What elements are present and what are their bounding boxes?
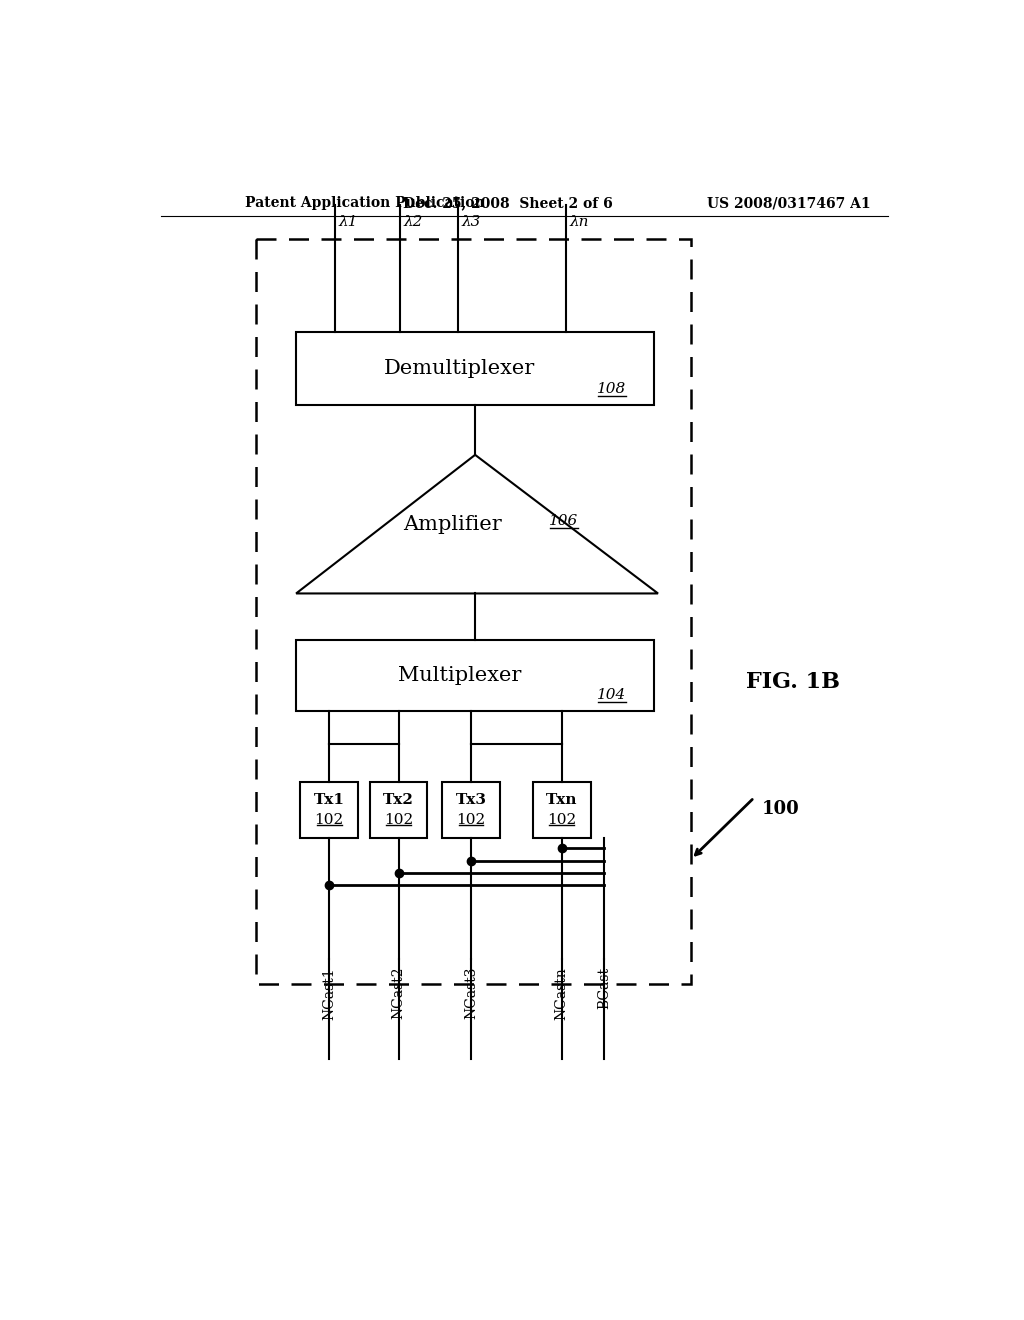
Text: Tx3: Tx3 bbox=[456, 793, 486, 808]
Text: US 2008/0317467 A1: US 2008/0317467 A1 bbox=[708, 197, 870, 210]
Text: Dec. 25, 2008  Sheet 2 of 6: Dec. 25, 2008 Sheet 2 of 6 bbox=[403, 197, 612, 210]
Text: Multiplexer: Multiplexer bbox=[398, 667, 521, 685]
Text: 102: 102 bbox=[384, 813, 413, 826]
Bar bbox=[296, 640, 654, 711]
Polygon shape bbox=[296, 455, 658, 594]
Bar bbox=[370, 781, 427, 838]
Text: Tx1: Tx1 bbox=[313, 793, 345, 808]
Bar bbox=[296, 331, 654, 405]
Bar bbox=[300, 781, 358, 838]
Text: NCast2: NCast2 bbox=[391, 966, 406, 1019]
Text: Tx2: Tx2 bbox=[383, 793, 414, 808]
Bar bbox=[442, 781, 500, 838]
Text: Amplifier: Amplifier bbox=[402, 515, 502, 533]
Text: FIG. 1B: FIG. 1B bbox=[745, 671, 840, 693]
Text: λ2: λ2 bbox=[403, 215, 423, 230]
Text: λn: λn bbox=[569, 215, 589, 230]
Text: BCast: BCast bbox=[597, 966, 611, 1008]
Text: 102: 102 bbox=[457, 813, 485, 826]
Text: Patent Application Publication: Patent Application Publication bbox=[245, 197, 484, 210]
Text: 102: 102 bbox=[314, 813, 344, 826]
Text: NCast1: NCast1 bbox=[323, 966, 336, 1019]
Text: λ1: λ1 bbox=[339, 215, 357, 230]
Text: 104: 104 bbox=[597, 688, 627, 702]
Text: Demultiplexer: Demultiplexer bbox=[384, 359, 536, 378]
Text: λ3: λ3 bbox=[462, 215, 481, 230]
Bar bbox=[256, 239, 691, 983]
Text: 102: 102 bbox=[547, 813, 577, 826]
Text: 106: 106 bbox=[549, 513, 579, 528]
Text: NCastn: NCastn bbox=[555, 966, 568, 1019]
Text: 108: 108 bbox=[597, 381, 627, 396]
Bar bbox=[532, 781, 591, 838]
Text: Txn: Txn bbox=[546, 793, 578, 808]
Text: NCast3: NCast3 bbox=[464, 966, 478, 1019]
Text: 100: 100 bbox=[762, 800, 800, 818]
